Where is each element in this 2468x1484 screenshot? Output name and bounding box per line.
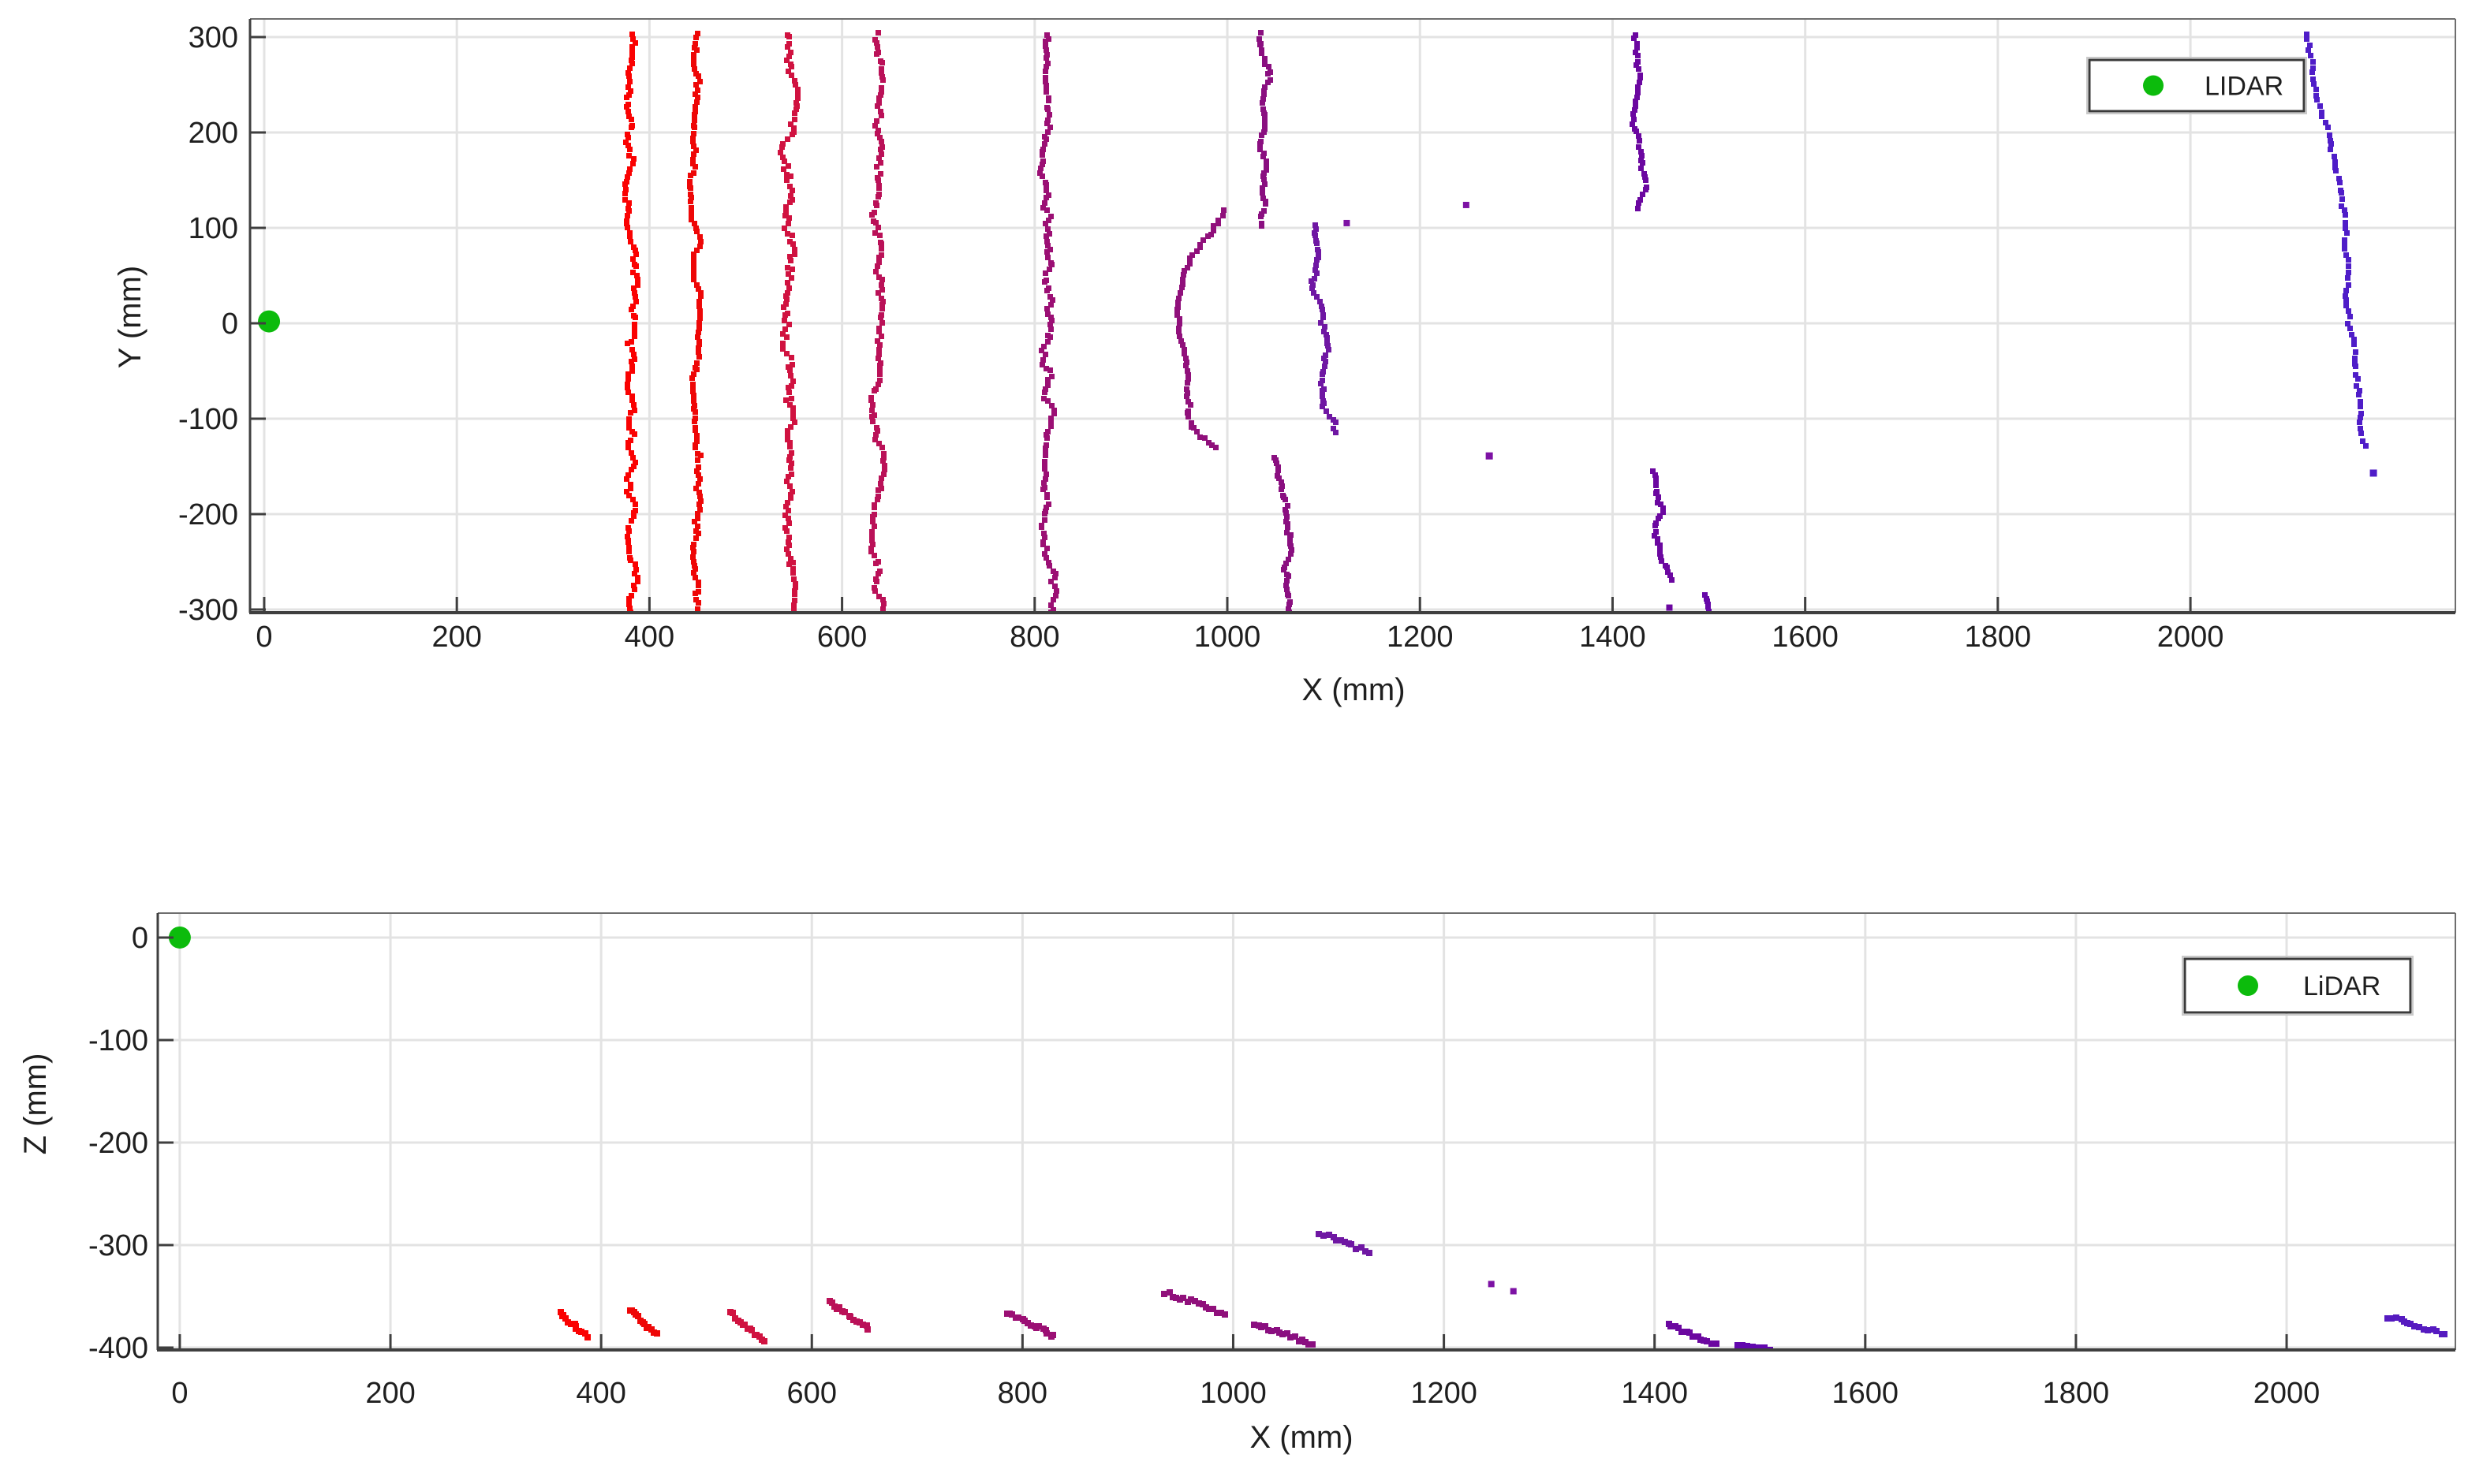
x-tick-label: 2000 (2253, 1377, 2321, 1410)
tick-labels: 0 200 400 600 800 1000 1200 1400 1600 1800 2000 -40… (88, 922, 2320, 1410)
cluster-floor-960 (1161, 1289, 1228, 1318)
cluster-dash-1459 (1666, 604, 1673, 611)
y-axis-label: Y (mm) (113, 266, 147, 368)
x-tick-label: 1600 (1832, 1377, 1899, 1410)
axes-box (156, 912, 2456, 1352)
cluster-floor-815 (1004, 1311, 1056, 1340)
plot-bottom: 0 200 400 600 800 1000 1200 1400 1600 1800 2000 -40… (18, 912, 2456, 1455)
legend-lidar-marker-icon (2238, 975, 2258, 996)
cluster-floor-2120 (2384, 1314, 2447, 1337)
cluster-blip-1497 (1702, 592, 1712, 614)
x-tick-label: 2000 (2157, 621, 2224, 654)
y-tick-label: -200 (88, 1127, 148, 1160)
y-tick-label: -400 (88, 1332, 148, 1365)
cluster-floor-1100-step (1316, 1231, 1372, 1256)
scatter-data (558, 1231, 2447, 1352)
y-tick-label: 200 (189, 117, 238, 150)
cluster-wall-2130 (2304, 32, 2369, 449)
y-tick-label: -300 (178, 594, 238, 627)
x-tick-label: 0 (171, 1377, 188, 1410)
cluster-floor-1250-dots (1488, 1281, 1517, 1295)
x-tick-label: 1400 (1579, 621, 1646, 654)
x-tick-label: 200 (365, 1377, 415, 1410)
x-tick-label: 0 (256, 621, 272, 654)
legend-label: LIDAR (2205, 72, 2283, 102)
legend-label: LiDAR (2303, 971, 2380, 1001)
cluster-wall-545 (778, 32, 801, 613)
cluster-floor-637 (827, 1298, 871, 1333)
cluster-wall-637 (868, 30, 887, 613)
cluster-wall-450 (687, 31, 704, 614)
x-axis-label: X (mm) (1249, 1420, 1353, 1455)
x-tick-label: 600 (817, 621, 867, 654)
cluster-wall-1060-lower (1271, 455, 1294, 614)
cluster-arc-1450 (1650, 468, 1675, 583)
cluster-floor-545 (727, 1309, 767, 1344)
x-tick-label: 1000 (1200, 1377, 1267, 1410)
cluster-dot-1248 (1462, 201, 1469, 208)
axes-box (248, 18, 2456, 614)
x-tick-label: 1200 (1410, 1377, 1477, 1410)
x-tick-label: 800 (998, 1377, 1047, 1410)
cluster-wall-815 (1037, 32, 1059, 614)
gridlines (250, 19, 2455, 613)
y-tick-label: 300 (189, 21, 238, 54)
cluster-dot-1124 (1343, 219, 1350, 226)
cluster-wall-380 (622, 32, 640, 614)
y-tick-label: -100 (88, 1024, 148, 1057)
legend-lidar-marker-icon (2143, 75, 2164, 96)
x-tick-label: 1400 (1621, 1377, 1688, 1410)
legend-box (2088, 58, 2306, 113)
cluster-dot-1272 (1485, 452, 1493, 460)
cluster-wall-1425 (1630, 32, 1649, 211)
x-tick-label: 400 (625, 621, 674, 654)
y-tick-label: 0 (132, 922, 148, 955)
tick-marks (250, 35, 2192, 613)
x-tick-label: 1200 (1387, 621, 1454, 654)
cluster-wall-1100 (1309, 222, 1339, 435)
x-tick-label: 1800 (2043, 1377, 2110, 1410)
legend-box (2183, 957, 2412, 1014)
lidar-origin-marker (258, 310, 281, 333)
x-tick-label: 1600 (1772, 621, 1839, 654)
x-tick-label: 1000 (1194, 621, 1261, 654)
cluster-floor-1050 (1251, 1322, 1316, 1348)
cluster-floor-450 (627, 1307, 660, 1337)
cluster-arc-960 (1174, 207, 1227, 450)
plot-top: 0 200 400 600 800 1000 1200 1400 1600 1800 2000-30… (113, 18, 2456, 707)
y-tick-label: 100 (189, 212, 238, 245)
x-tick-label: 1800 (1965, 621, 2032, 654)
legend: LIDAR (2086, 57, 2307, 114)
y-tick-label: -300 (88, 1229, 148, 1262)
y-tick-label: 0 (222, 308, 238, 341)
scatter-data (622, 30, 2377, 614)
y-tick-label: -200 (178, 498, 238, 531)
cluster-wall-1040-upper (1256, 30, 1273, 229)
x-tick-label: 400 (576, 1377, 625, 1410)
cluster-floor-1430 (1666, 1321, 1719, 1347)
legend-outer-border (2182, 956, 2414, 1016)
legend-outer-border (2086, 57, 2307, 114)
y-tick-label: -100 (178, 403, 238, 436)
gridlines (158, 913, 2455, 1350)
y-axis-label: Z (mm) (18, 1053, 53, 1155)
tick-marks (158, 936, 2288, 1350)
legend: LiDAR (2182, 956, 2414, 1016)
cluster-floor-380 (558, 1309, 591, 1340)
tick-labels: 0 200 400 600 800 1000 1200 1400 1600 1800 2000-30… (178, 21, 2223, 654)
lidar-origin-marker (168, 926, 191, 949)
x-tick-label: 600 (787, 1377, 837, 1410)
x-tick-label: 200 (431, 621, 481, 654)
x-axis-label: X (mm) (1301, 673, 1405, 707)
x-tick-label: 800 (1010, 621, 1059, 654)
cluster-dot-2190 (2369, 469, 2377, 477)
